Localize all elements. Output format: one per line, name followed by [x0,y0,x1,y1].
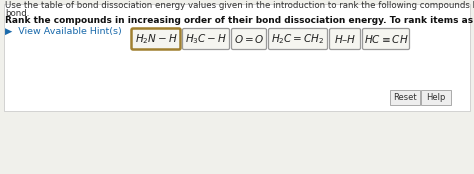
FancyBboxPatch shape [4,4,470,111]
Text: $H_2N-H$: $H_2N-H$ [135,32,177,46]
Text: Help: Help [426,93,446,102]
Text: $H_3C-H$: $H_3C-H$ [185,32,227,46]
FancyBboxPatch shape [390,90,420,105]
FancyBboxPatch shape [231,29,266,49]
FancyBboxPatch shape [268,29,328,49]
Text: Use the table of bond dissociation energy values given in the introduction to ra: Use the table of bond dissociation energ… [5,1,474,10]
FancyBboxPatch shape [182,29,229,49]
Text: Rank the compounds in increasing order of their bond dissociation energy. To ran: Rank the compounds in increasing order o… [5,16,474,25]
FancyBboxPatch shape [421,90,451,105]
Text: $HC\equiv CH$: $HC\equiv CH$ [364,33,408,45]
Text: $O=O$: $O=O$ [234,33,264,45]
Text: ▶  View Available Hint(s): ▶ View Available Hint(s) [5,27,122,36]
Text: Reset: Reset [393,93,417,102]
FancyBboxPatch shape [329,29,361,49]
FancyBboxPatch shape [363,29,410,49]
FancyBboxPatch shape [131,29,181,49]
Text: bond.: bond. [5,9,29,18]
Text: $H_2C=CH_2$: $H_2C=CH_2$ [271,32,325,46]
Text: $H–H$: $H–H$ [334,33,356,45]
